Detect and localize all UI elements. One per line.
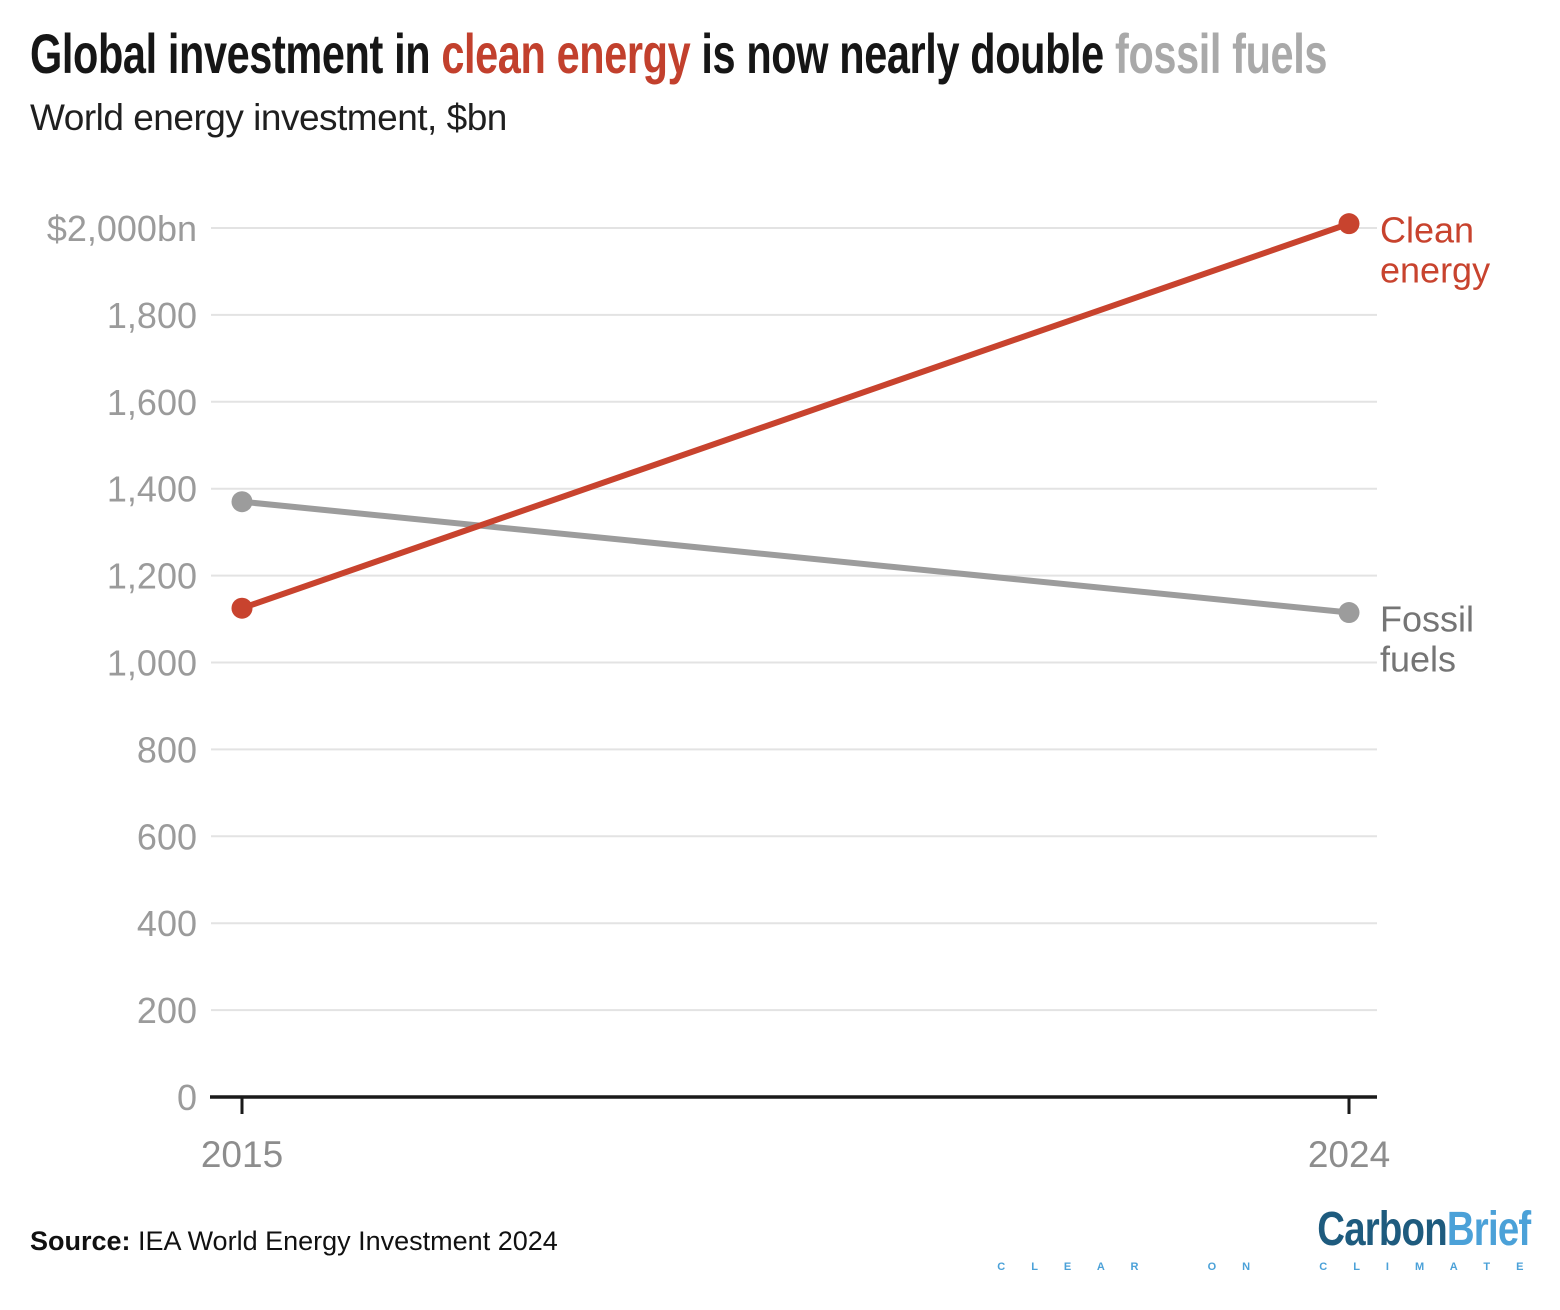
logo-tagline: C L E A R O N C L I M A T E bbox=[997, 1260, 1528, 1273]
logo-wordmark: CarbonBrief bbox=[1316, 1203, 1531, 1257]
x-axis-tick-label: 2015 bbox=[201, 1134, 283, 1175]
data-point-fossil-fuels-2024 bbox=[1338, 602, 1360, 624]
y-axis-tick-label: 1,600 bbox=[107, 382, 197, 423]
series-label-fossil-fuels: Fossil bbox=[1380, 599, 1474, 640]
logo-brief: Brief bbox=[1446, 1203, 1531, 1256]
y-axis-tick-label: 800 bbox=[137, 729, 197, 770]
chart-subtitle: World energy investment, $bn bbox=[30, 97, 507, 138]
x-axis-tick-label: 2024 bbox=[1308, 1134, 1390, 1175]
y-axis-tick-label: 600 bbox=[137, 816, 197, 857]
y-axis-tick-label: 1,400 bbox=[107, 469, 197, 510]
y-axis-tick-label: 1,200 bbox=[107, 556, 197, 597]
y-axis-tick-label: 1,800 bbox=[107, 295, 197, 336]
source-note: Source: IEA World Energy Investment 2024 bbox=[30, 1226, 558, 1257]
source-label: Source: bbox=[30, 1226, 131, 1256]
title-highlight-clean-energy: clean energy bbox=[441, 22, 691, 85]
y-axis-tick-label: 0 bbox=[177, 1077, 197, 1118]
title-segment-1: Global investment in bbox=[30, 22, 442, 85]
title-highlight-fossil-fuels: fossil fuels bbox=[1115, 22, 1328, 85]
data-point-fossil-fuels-2015 bbox=[231, 491, 253, 513]
y-axis-tick-label: 200 bbox=[137, 990, 197, 1031]
title-segment-2: is now nearly double bbox=[690, 22, 1116, 85]
y-axis-tick-label: 1,000 bbox=[107, 643, 197, 684]
page-title: Global investment in clean energy is now… bbox=[30, 22, 1327, 86]
series-label-clean-energy: energy bbox=[1380, 250, 1490, 291]
series-line-fossil-fuels bbox=[239, 498, 1352, 616]
data-point-clean-energy-2024 bbox=[1338, 213, 1360, 235]
logo-carbon: Carbon bbox=[1316, 1203, 1447, 1256]
data-point-clean-energy-2015 bbox=[231, 597, 253, 619]
carbonbrief-logo: CarbonBrief C L E A R O N C L I M A T E bbox=[997, 1203, 1531, 1273]
series-label-fossil-fuels: fuels bbox=[1380, 639, 1456, 680]
y-axis-tick-label: $2,000bn bbox=[47, 208, 197, 249]
series-label-clean-energy: Clean bbox=[1380, 210, 1474, 251]
source-text: IEA World Energy Investment 2024 bbox=[130, 1226, 558, 1256]
series-line-clean-energy bbox=[239, 220, 1352, 612]
y-axis-tick-label: 400 bbox=[137, 903, 197, 944]
